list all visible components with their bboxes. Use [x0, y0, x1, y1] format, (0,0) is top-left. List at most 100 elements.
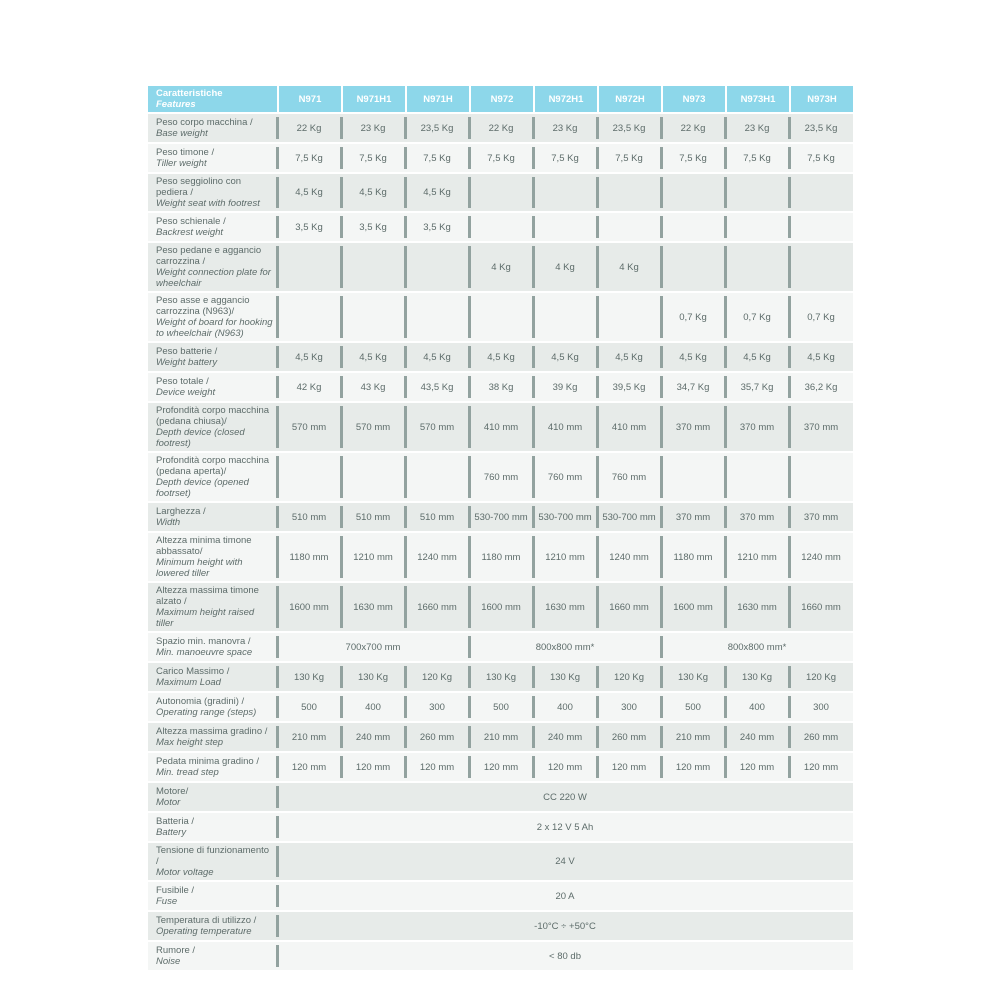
cell-value: 410 mm	[547, 421, 583, 433]
table-cell: 300	[787, 693, 853, 721]
cell-value: 1630 mm	[353, 601, 393, 613]
column-divider	[339, 756, 343, 778]
column-divider	[531, 346, 535, 368]
column-divider	[531, 406, 535, 448]
cell-value: 530-700 mm	[474, 511, 528, 523]
table-cell: 120 Kg	[403, 663, 469, 691]
table-cell: 760 mm	[595, 453, 661, 501]
cell-value: 760 mm	[611, 471, 647, 483]
column-divider	[275, 346, 279, 368]
column-divider	[531, 586, 535, 628]
cell-value: 570 mm	[419, 421, 455, 433]
cell-value: 120 mm	[355, 761, 391, 773]
column-divider	[339, 666, 343, 688]
column-divider	[723, 376, 727, 398]
row-label: Autonomia (gradini) / Operating range (st…	[148, 693, 277, 721]
table-cell: 120 mm	[595, 753, 661, 781]
table-cell: 1630 mm	[339, 583, 405, 631]
cell-value: 410 mm	[611, 421, 647, 433]
column-header-n971: N971	[277, 86, 341, 112]
column-divider	[659, 726, 663, 748]
table-cell: 120 mm	[723, 753, 789, 781]
table-row: Altezza massima gradino / Max height step…	[148, 723, 853, 751]
cell-value: 130 Kg	[741, 671, 773, 683]
cell-value: 1600 mm	[481, 601, 521, 613]
cell-value: 300	[813, 701, 829, 713]
cell-value: 7,5 Kg	[423, 152, 451, 164]
column-header-n972h1: N972H1	[533, 86, 597, 112]
cell-value: 7,5 Kg	[679, 152, 707, 164]
cell-value: 240 mm	[547, 731, 583, 743]
cell-value: 4,5 Kg	[359, 351, 387, 363]
table-cell: 4,5 Kg	[403, 343, 469, 371]
table-cell: 530-700 mm	[595, 503, 661, 531]
table-cell	[659, 243, 725, 291]
table-cell: 300	[595, 693, 661, 721]
cell-value: 300	[621, 701, 637, 713]
table-cell: 760 mm	[467, 453, 533, 501]
cell-value: 4,5 Kg	[679, 351, 707, 363]
column-divider	[723, 696, 727, 718]
cell-value: 530-700 mm	[602, 511, 656, 523]
cell-value: 0,7 Kg	[679, 311, 707, 323]
column-divider	[659, 296, 663, 338]
table-cell: 7,5 Kg	[275, 144, 341, 172]
column-divider	[339, 456, 343, 498]
row-label-en: Motor	[156, 797, 181, 808]
table-cell	[275, 453, 341, 501]
table-cell: 1600 mm	[659, 583, 725, 631]
cell-value: 23 Kg	[360, 122, 386, 134]
table-cell: 530-700 mm	[467, 503, 533, 531]
table-cell: 3,5 Kg	[275, 213, 341, 241]
column-divider	[403, 376, 407, 398]
column-divider	[467, 406, 471, 448]
table-cell: 120 mm	[787, 753, 853, 781]
column-divider	[723, 216, 727, 238]
column-divider	[659, 376, 663, 398]
table-cell: 22 Kg	[467, 114, 533, 142]
column-divider	[787, 506, 791, 528]
cell-value: 7,5 Kg	[743, 152, 771, 164]
table-cell: 1630 mm	[531, 583, 597, 631]
table-cell: 43 Kg	[339, 373, 405, 401]
cell-value: 120 mm	[675, 761, 711, 773]
column-divider	[659, 506, 663, 528]
table-row: Batteria / Battery 2 x 12 V 5 Ah	[148, 813, 853, 841]
cell-value: 3,5 Kg	[295, 221, 323, 233]
cell-value: 500	[493, 701, 509, 713]
row-label-en: Fuse	[156, 896, 178, 907]
row-label-en: Weight connection plate for wheelchair	[156, 267, 271, 289]
column-header-n973: N973	[661, 86, 725, 112]
column-divider	[467, 376, 471, 398]
cell-value: 3,5 Kg	[359, 221, 387, 233]
column-divider	[659, 456, 663, 498]
column-divider	[403, 117, 407, 139]
table-row: Pedata minima gradino / Min. tread step 12…	[148, 753, 853, 781]
table-cell: 570 mm	[403, 403, 469, 451]
column-divider	[595, 177, 599, 208]
table-cell: 800x800 mm*	[659, 633, 853, 661]
column-divider	[531, 456, 535, 498]
cell-value: 130 Kg	[677, 671, 709, 683]
column-divider	[723, 177, 727, 208]
row-label-it: Autonomia (gradini) /	[156, 696, 245, 707]
cell-value: 510 mm	[419, 511, 455, 523]
column-divider	[467, 117, 471, 139]
cell-value: 260 mm	[803, 731, 839, 743]
row-label-en: Weight battery	[156, 357, 218, 368]
table-cell: 410 mm	[595, 403, 661, 451]
column-divider	[275, 666, 279, 688]
column-divider	[339, 296, 343, 338]
row-label-it: Peso totale /	[156, 376, 209, 387]
cell-value: 1180 mm	[481, 551, 521, 563]
column-divider	[531, 696, 535, 718]
column-divider	[723, 756, 727, 778]
column-divider	[787, 696, 791, 718]
column-divider	[531, 756, 535, 778]
column-divider	[787, 756, 791, 778]
table-cell: < 80 db	[275, 942, 853, 970]
table-cell: 530-700 mm	[531, 503, 597, 531]
column-divider	[467, 216, 471, 238]
cell-value: 370 mm	[803, 421, 839, 433]
column-divider	[595, 346, 599, 368]
